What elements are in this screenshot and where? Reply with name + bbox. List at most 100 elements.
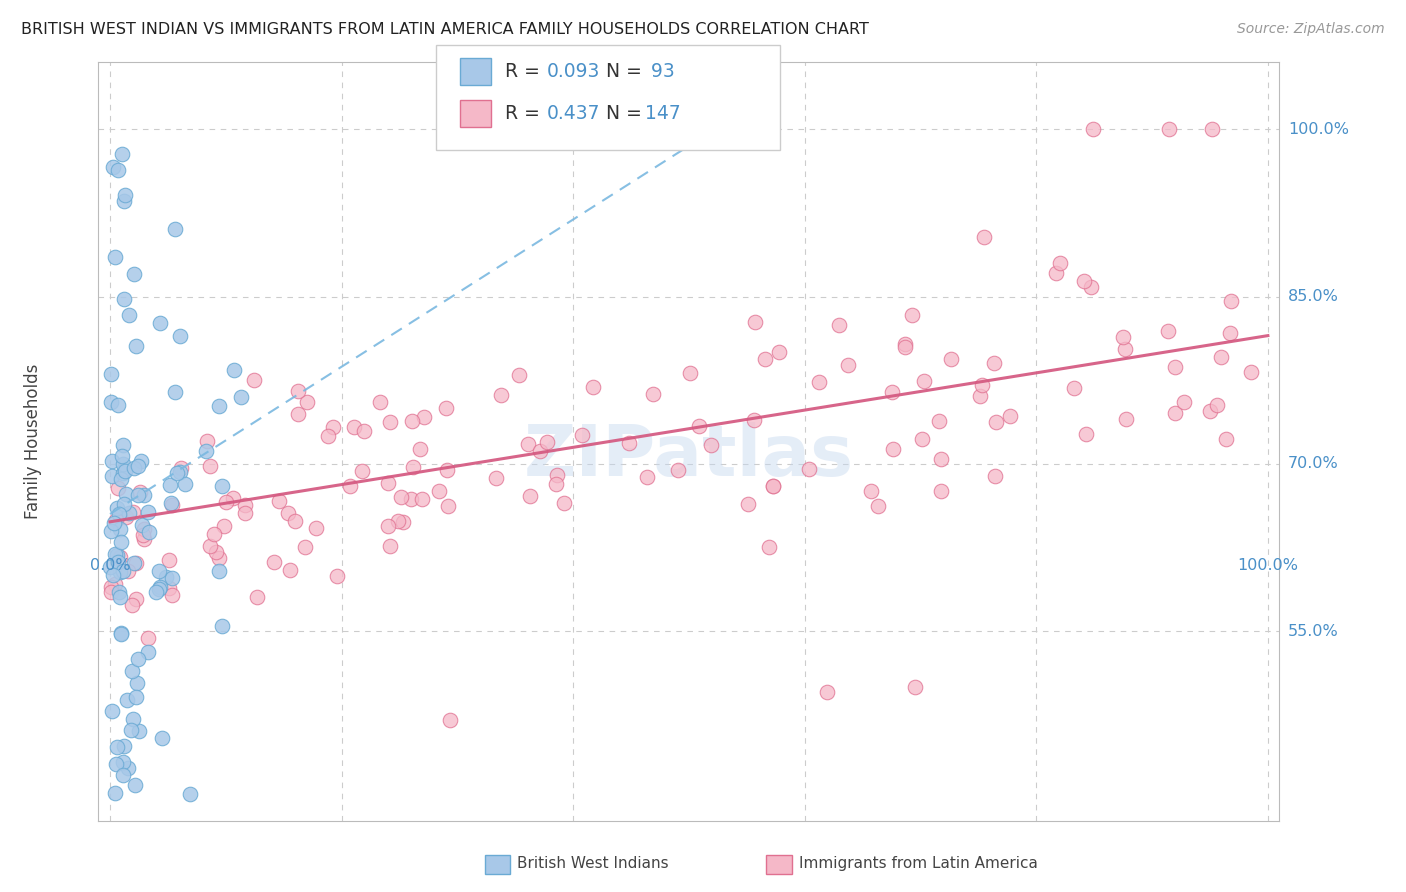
Point — [149, 580, 172, 594]
Point — [101, 567, 124, 582]
Point — [339, 479, 361, 493]
Point — [108, 522, 131, 536]
Text: 55.0%: 55.0% — [1288, 624, 1339, 639]
Point — [107, 163, 129, 178]
Point — [125, 690, 148, 704]
Point — [211, 618, 233, 632]
Point — [1164, 406, 1187, 420]
Point — [439, 714, 461, 728]
Point — [370, 394, 392, 409]
Point — [529, 444, 551, 458]
Point — [114, 188, 136, 202]
Point — [100, 585, 122, 599]
Point — [127, 488, 149, 502]
Point — [1240, 365, 1263, 379]
Point — [128, 724, 150, 739]
Point — [122, 712, 145, 726]
Point — [984, 468, 1007, 483]
Point — [129, 454, 152, 468]
Point — [132, 533, 155, 547]
Point — [797, 461, 820, 475]
Point — [162, 498, 184, 512]
Point — [246, 591, 269, 605]
Point — [1211, 350, 1233, 364]
Point — [617, 436, 640, 450]
Point — [179, 787, 201, 801]
Point — [402, 459, 425, 474]
Point — [105, 739, 128, 754]
Point — [762, 479, 785, 493]
Point — [138, 524, 160, 539]
Point — [436, 401, 458, 416]
Point — [1173, 395, 1195, 409]
Point — [1115, 411, 1137, 425]
Point — [387, 514, 409, 528]
Point — [641, 387, 664, 401]
Point — [194, 443, 217, 458]
Point — [998, 409, 1021, 423]
Point — [215, 495, 238, 509]
Point — [571, 428, 593, 442]
Point — [582, 380, 605, 394]
Point — [157, 553, 180, 567]
Point — [131, 518, 153, 533]
Point — [986, 415, 1008, 429]
Point — [401, 414, 423, 428]
Point — [105, 548, 128, 562]
Point — [125, 339, 148, 353]
Point — [389, 490, 412, 504]
Point — [277, 506, 299, 520]
Point — [149, 316, 172, 330]
Point — [326, 569, 349, 583]
Point — [111, 467, 134, 481]
Point — [138, 645, 160, 659]
Point — [100, 524, 122, 538]
Text: 0.0%: 0.0% — [90, 558, 131, 573]
Point — [1080, 280, 1102, 294]
Point — [970, 378, 993, 392]
Point — [132, 488, 155, 502]
Point — [377, 475, 399, 490]
Point — [122, 461, 145, 475]
Point — [427, 483, 450, 498]
Point — [104, 548, 127, 562]
Point — [101, 705, 124, 719]
Text: Source: ZipAtlas.com: Source: ZipAtlas.com — [1237, 22, 1385, 37]
Point — [169, 465, 191, 479]
Point — [904, 680, 927, 694]
Point — [169, 329, 191, 343]
Point — [413, 409, 436, 424]
Point — [350, 464, 373, 478]
Point — [112, 194, 135, 208]
Point — [547, 467, 569, 482]
Point — [110, 627, 132, 641]
Point — [166, 467, 188, 481]
Text: R =: R = — [505, 62, 546, 81]
Point — [118, 506, 141, 520]
Point — [817, 685, 839, 699]
Point — [112, 457, 135, 471]
Point — [322, 420, 344, 434]
Text: BRITISH WEST INDIAN VS IMMIGRANTS FROM LATIN AMERICA FAMILY HOUSEHOLDS CORRELATI: BRITISH WEST INDIAN VS IMMIGRANTS FROM L… — [21, 22, 869, 37]
Point — [127, 651, 149, 665]
Point — [112, 564, 135, 578]
Point — [536, 435, 558, 450]
Point — [900, 309, 922, 323]
Text: 70.0%: 70.0% — [1288, 457, 1339, 471]
Point — [969, 389, 991, 403]
Point — [125, 592, 148, 607]
Point — [1049, 256, 1071, 270]
Point — [1114, 342, 1136, 356]
Point — [124, 778, 146, 792]
Point — [110, 535, 132, 549]
Point — [208, 565, 231, 579]
Point — [202, 526, 225, 541]
Point — [233, 498, 256, 512]
Text: Family Households: Family Households — [24, 364, 42, 519]
Point — [553, 496, 575, 510]
Text: 100.0%: 100.0% — [1288, 122, 1348, 136]
Point — [100, 395, 122, 409]
Point — [121, 598, 143, 612]
Point — [120, 723, 142, 737]
Point — [148, 582, 170, 596]
